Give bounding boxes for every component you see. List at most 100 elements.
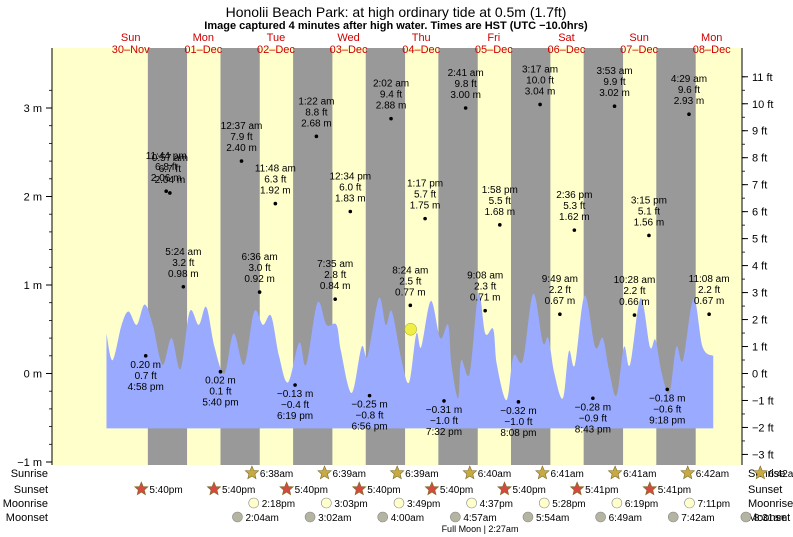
left-tick-label: 1 m — [24, 280, 42, 292]
astro-time-label: 5:40pm — [513, 485, 546, 496]
sunrise-star-icon — [752, 465, 768, 480]
tide-extreme-point — [348, 209, 353, 214]
moonrise-icon — [248, 497, 260, 509]
tide-ft-label: 3.2 ft — [172, 258, 194, 269]
tide-time-label: 0:57 am — [152, 153, 188, 164]
astro-time-label: 3:02am — [318, 513, 351, 524]
astro-time-label: 5:41pm — [585, 485, 618, 496]
tide-m-label: 1.92 m — [260, 186, 291, 197]
right-tick-label: −3 ft — [752, 449, 774, 461]
right-tick-label: 5 ft — [752, 234, 767, 246]
moonset-icon — [304, 511, 316, 523]
day-date-label: 08–Dec — [693, 44, 731, 56]
moonset-icon — [595, 511, 606, 523]
day-weekday-label: Wed — [337, 32, 359, 44]
tide-extreme-point — [665, 387, 670, 392]
astro-time-label: 6:41am — [623, 469, 656, 480]
tide-extreme-point — [218, 369, 223, 374]
left-tick-label: 0 m — [24, 369, 42, 381]
axes: 3 m 2 m 1 m 0 m −1 m 11 ft 10 ft 9 ft 8 ft 7 ft 6 … — [17, 48, 774, 469]
tide-time-label: 9:18 pm — [649, 415, 685, 426]
tide-time-label: 12:37 am — [221, 121, 263, 132]
moonrise-icon — [466, 497, 477, 509]
tide-extreme-point — [164, 189, 168, 193]
tide-ft-label: 8.8 ft — [305, 107, 327, 118]
tide-ft-label: 6.7 ft — [159, 164, 181, 175]
tide-curve-area — [106, 293, 714, 429]
tide-m-label: 2.88 m — [376, 101, 407, 112]
tide-ft-label: 9.8 ft — [455, 79, 477, 90]
tide-time-label: 5:24 am — [165, 247, 201, 258]
tide-ft-label: 6.3 ft — [264, 175, 286, 186]
moonset-icon — [232, 511, 243, 523]
astro-time-label: 6:39am — [405, 469, 438, 480]
tide-extreme-point — [538, 102, 542, 107]
right-tick-label: 4 ft — [752, 261, 767, 273]
row-label-right: Sunset — [748, 484, 782, 496]
sunrise-star-icon — [535, 465, 550, 480]
tide-m-label: −0.18 m — [649, 393, 685, 404]
tide-ft-label: 9.9 ft — [603, 77, 625, 88]
tide-m-label: 3.02 m — [599, 88, 630, 99]
tide-time-label: 1:22 am — [298, 96, 334, 107]
moonset-icon — [740, 511, 752, 523]
astro-time-label: 4:37pm — [480, 499, 513, 510]
moonset-icon — [667, 511, 679, 523]
tide-extreme-point — [314, 134, 319, 139]
tide-extreme-point — [498, 223, 502, 227]
day-date-label: 05–Dec — [475, 44, 513, 56]
tide-time-label: 8:08 pm — [500, 428, 536, 439]
astro-time-label: 7:11pm — [698, 499, 731, 510]
astro-time-label: 5:40pm — [149, 485, 182, 496]
right-tick-label: 2 ft — [752, 315, 767, 327]
tide-m-label: 0.02 m — [205, 376, 236, 387]
right-tick-label: 0 ft — [752, 369, 767, 381]
day-date-label: 30–Nov — [112, 44, 150, 56]
tide-ft-label: −0.6 ft — [653, 404, 681, 415]
tide-m-label: 3.00 m — [450, 90, 481, 101]
tide-extreme-point — [572, 228, 577, 232]
day-labels: Sun30–NovMon01–DecTue02–DecWed03–DecThu0… — [112, 32, 731, 56]
left-tick-label: 2 m — [24, 192, 42, 204]
tide-m-label: 0.20 m — [130, 360, 161, 371]
tide-m-label: 2.40 m — [226, 143, 257, 154]
tide-time-label: 4:58 pm — [128, 382, 164, 393]
day-date-label: 06–Dec — [548, 44, 586, 56]
tide-m-label: 2.68 m — [301, 118, 332, 129]
right-tick-label: 11 ft — [752, 72, 773, 84]
tide-extreme-point — [408, 303, 413, 308]
astro-time-label: 6:38am — [260, 469, 293, 480]
tide-m-label: 1.75 m — [410, 201, 441, 212]
sunrise-star-icon — [244, 465, 260, 480]
tide-ft-label: 5.7 ft — [414, 190, 436, 201]
tide-ft-label: 6.8 ft — [155, 162, 177, 173]
tide-m-label: 0.84 m — [320, 281, 351, 292]
tide-time-label: 6:36 am — [242, 252, 278, 263]
tide-ft-label: 2.3 ft — [474, 282, 496, 293]
tide-time-label: 4:29 am — [671, 74, 707, 85]
sunrise-star-icon — [317, 465, 332, 480]
tide-extreme-point — [239, 159, 244, 163]
tide-ft-label: 2.2 ft — [698, 285, 720, 296]
chart-subtitle: Image captured 4 minutes after high wate… — [204, 20, 588, 32]
tide-ft-label: 9.6 ft — [678, 85, 700, 96]
moonrise-icon — [393, 497, 405, 509]
tide-time-label: 5:40 pm — [202, 398, 238, 409]
tide-time-label: 3:15 pm — [631, 195, 667, 206]
tide-extreme-point — [516, 400, 521, 404]
tide-extreme-point — [558, 312, 562, 317]
tide-m-label: 1.83 m — [335, 194, 366, 205]
tide-m-label: 0.66 m — [619, 297, 650, 308]
tide-m-label: 2.04 m — [155, 175, 186, 186]
tide-m-label: 3.04 m — [525, 86, 556, 97]
tide-ft-label: 0.1 ft — [209, 387, 231, 398]
astro-time-label: 6:40am — [478, 469, 511, 480]
moon-phase-label: Full Moon | 2:27am — [442, 524, 519, 534]
astro-time-label: 5:41pm — [658, 485, 691, 496]
tide-ft-label: 0.7 ft — [135, 371, 157, 382]
tide-m-label: −0.13 m — [277, 389, 313, 400]
sunset-star-icon — [642, 481, 658, 496]
right-tick-label: 10 ft — [752, 99, 773, 111]
tide-ft-label: 5.1 ft — [638, 206, 660, 217]
astro-time-label: 5:40pm — [440, 485, 473, 496]
